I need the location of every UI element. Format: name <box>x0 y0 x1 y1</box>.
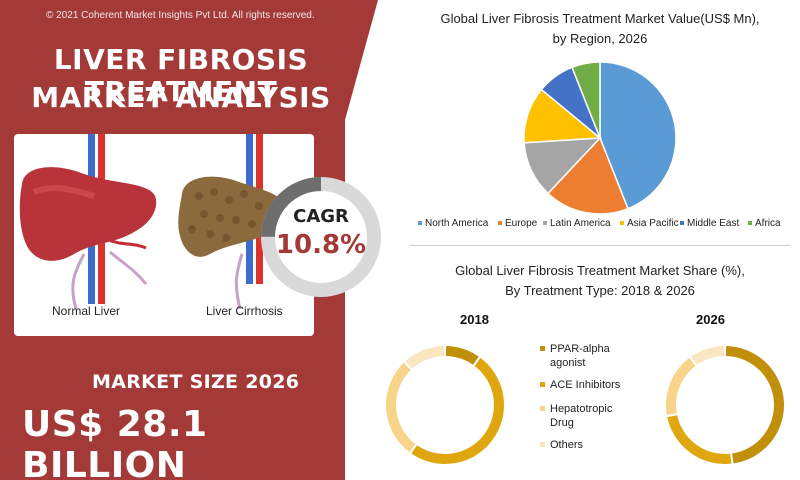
legend-item-africa: Africa <box>748 218 781 229</box>
legend-item-latin-america: Latin America <box>543 218 611 229</box>
legend-label: Middle East <box>687 218 740 229</box>
copyright-text: © 2021 Coherent Market Insights Pvt Ltd.… <box>46 10 315 21</box>
treatment-chart-subtitle: By Treatment Type: 2018 & 2026 <box>505 283 695 298</box>
donut-chart-2026 <box>664 343 786 466</box>
legend-swatch <box>540 346 545 351</box>
donut-slice-2026-ppar-alpha-agonist <box>724 343 786 466</box>
legend-swatch <box>540 382 545 387</box>
pie-slice-europe <box>546 136 629 215</box>
normal-liver-shape <box>19 167 157 261</box>
normal-liver-caption: Normal Liver <box>52 304 121 318</box>
legend-label: North America <box>425 218 489 229</box>
cirrhosis-liver-caption: Liver Cirrhosis <box>206 304 283 318</box>
year-label-2018: 2018 <box>460 312 489 327</box>
treatment-legend-item-hepatotropic-drug: Hepatotropic Drug <box>540 402 613 430</box>
cagr-label: CAGR <box>293 206 349 227</box>
treatment-chart-title: Global Liver Fibrosis Treatment Market S… <box>455 263 745 278</box>
donut-slice-2026-hepatotropic-drug <box>664 355 699 418</box>
left-panel: © 2021 Coherent Market Insights Pvt Ltd.… <box>0 0 381 480</box>
cagr-ring <box>261 177 381 297</box>
legend-swatch <box>543 221 547 226</box>
donut-slice-2026-ace-inhibitors <box>664 412 734 466</box>
pie-slice-north-america <box>599 61 677 210</box>
region-pie-chart <box>523 61 677 215</box>
legend-label: PPAR-alpha agonist <box>550 343 610 369</box>
title-line-1: LIVER FIBROSIS TREATMENT <box>53 43 309 108</box>
legend-item-middle-east: Middle East <box>680 218 739 229</box>
region-chart-subtitle: by Region, 2026 <box>552 31 648 46</box>
donut-slice-2018-ace-inhibitors <box>408 355 506 466</box>
legend-swatch <box>498 221 502 226</box>
region-chart-title: Global Liver Fibrosis Treatment Market V… <box>440 11 760 26</box>
treatment-legend-item-ppar-alpha-agonist: PPAR-alpha agonist <box>540 342 620 370</box>
legend-item-europe: Europe <box>498 218 537 229</box>
market-size-value: US$ 28.1 BILLION <box>22 404 208 480</box>
legend-swatch <box>540 442 545 447</box>
section-divider <box>410 245 790 246</box>
legend-label: Africa <box>755 218 781 229</box>
legend-label: Europe <box>505 218 538 229</box>
market-size-label: MARKET SIZE 2026 <box>92 371 300 393</box>
legend-item-north-america: North America <box>418 218 488 229</box>
pie-slice-africa <box>571 61 601 139</box>
donut-slice-2026-others <box>688 343 726 368</box>
legend-label: Asia Pacific <box>627 218 679 229</box>
title-line-2: MARKET ANALYSIS <box>31 81 331 114</box>
legend-label: Others <box>550 439 584 451</box>
legend-swatch <box>418 221 422 226</box>
legend-item-asia-pacific: Asia Pacific <box>620 218 679 229</box>
legend-label: Latin America <box>550 218 611 229</box>
region-legend: North America Europe Latin America Asia Pac… <box>418 218 800 232</box>
year-label-2026: 2026 <box>696 312 725 327</box>
donut-slice-2018-hepatotropic-drug <box>384 359 419 455</box>
cirrhosis-nodules <box>188 188 263 242</box>
donut-chart-2018 <box>384 343 506 466</box>
legend-label: ACE Inhibitors <box>550 379 621 391</box>
legend-label: Hepatotropic Drug <box>550 403 613 429</box>
legend-swatch <box>540 406 545 411</box>
legend-swatch <box>680 221 684 226</box>
treatment-legend-item-others: Others <box>540 438 620 452</box>
liver-illustration <box>19 134 285 310</box>
cagr-value: 10.8% <box>275 230 367 260</box>
legend-swatch <box>620 221 624 226</box>
cagr-ring-fill <box>261 177 381 297</box>
cirrhosis-liver-shape <box>178 176 285 257</box>
treatment-legend-item-ace-inhibitors: ACE Inhibitors <box>540 378 640 392</box>
donut-slice-2018-others <box>402 343 446 372</box>
legend-swatch <box>748 221 752 226</box>
